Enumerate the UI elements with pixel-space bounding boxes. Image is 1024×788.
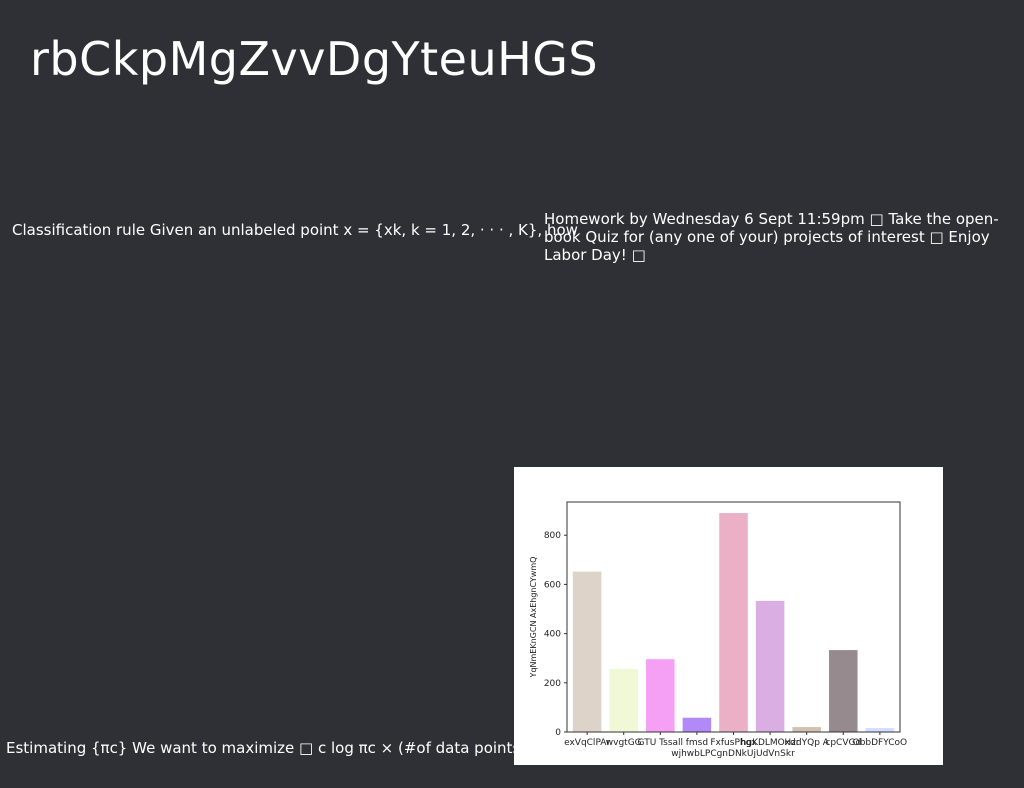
bar [609, 669, 638, 732]
bar [792, 727, 821, 732]
homework-announcement-text: Homework by Wednesday 6 Sept 11:59pm □ T… [544, 210, 999, 264]
y-tick-label: 600 [544, 580, 561, 590]
x-tick-label: ObbDFYCoO [853, 738, 908, 748]
bar [829, 650, 858, 732]
x-tick-label: exVqClPAr [564, 738, 610, 748]
x-tick-label: HzdYQp A [784, 738, 829, 748]
classification-rule-text: Classification rule Given an unlabeled p… [12, 221, 578, 239]
x-tick-label: FxfusPhgx [710, 738, 757, 748]
bar [572, 571, 602, 732]
y-axis-label: YqNmEKnGCN AxEhgnCYwmQ [529, 557, 538, 679]
bars-layer [572, 513, 895, 732]
slide-title: rbCkpMgZvvDgYteuHGS [30, 32, 599, 86]
y-axis: 0 200 400 600 800 [544, 531, 567, 738]
bar [682, 717, 712, 732]
bar [755, 600, 785, 732]
x-tick-label: cpCVGd [825, 738, 861, 748]
x-axis-label: wjhwbLPCgnDNkUjUdVnSkr [671, 749, 795, 759]
estimating-text: Estimating {πc} We want to maximize □ c … [6, 739, 521, 757]
y-tick-label: 400 [544, 630, 561, 640]
bar-chart-figure: 0 200 400 600 800 exVqClPAr wvgtGG GTU Tssall f… [514, 467, 943, 765]
bar [646, 659, 675, 732]
bar [865, 728, 895, 732]
x-tick-label: fmsd [686, 738, 708, 748]
x-tick-label: GTU Tssall [638, 738, 684, 748]
y-tick-label: 800 [544, 531, 561, 541]
y-tick-label: 200 [544, 679, 561, 689]
y-tick-label: 0 [555, 728, 561, 738]
x-tick-label: hgKDLMOxdr [741, 738, 800, 748]
x-tick-label: wvgtGG [606, 738, 642, 748]
bar [719, 513, 748, 732]
